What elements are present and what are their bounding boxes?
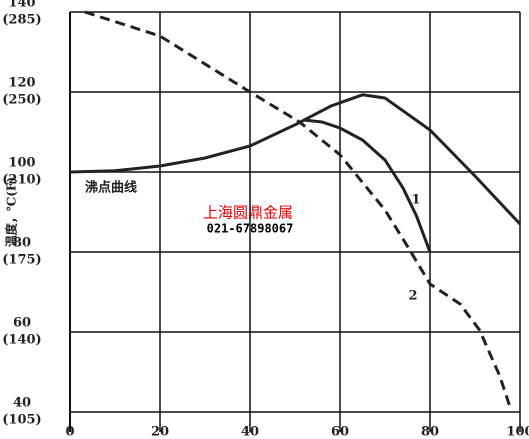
- y-tick-label: (175): [2, 253, 41, 268]
- y-tick-label: 140: [8, 0, 35, 11]
- watermark: 上海圆鼎金属: [203, 204, 293, 222]
- y-tick-label: 100: [8, 156, 35, 171]
- x-tick-label: 40: [241, 425, 259, 439]
- y-tick-label: 60: [13, 316, 31, 331]
- x-tick-label: 60: [331, 425, 349, 439]
- curve-label: 2: [408, 289, 417, 304]
- curve: [69, 93, 522, 226]
- curve: [84, 10, 513, 411]
- curve: [303, 118, 432, 253]
- y-tick-label: (105): [2, 413, 41, 428]
- y-tick-label: 80: [13, 236, 31, 251]
- x-tick-label: 80: [421, 425, 439, 439]
- x-tick-label: 20: [151, 425, 169, 439]
- y-tick-label: (285): [2, 13, 41, 28]
- y-tick-label: (250): [2, 93, 41, 108]
- y-tick-label: (140): [2, 333, 41, 348]
- y-tick-label: (210): [2, 173, 41, 188]
- x-tick-label: 100: [506, 425, 529, 439]
- y-tick-label: 40: [13, 396, 31, 411]
- y-tick-label: 120: [8, 76, 35, 91]
- curve-label: 沸点曲线: [85, 180, 137, 196]
- y-axis-label: 温度，℃(F): [4, 177, 19, 247]
- curve-label: 1: [411, 193, 420, 208]
